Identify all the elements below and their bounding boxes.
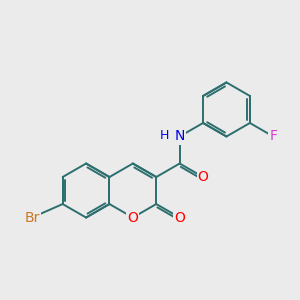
- Text: F: F: [269, 130, 277, 143]
- Text: O: O: [174, 211, 185, 225]
- Text: O: O: [198, 170, 208, 184]
- Text: Br: Br: [24, 211, 40, 225]
- Text: O: O: [128, 211, 138, 225]
- Text: H: H: [160, 129, 170, 142]
- Text: N: N: [175, 130, 185, 143]
